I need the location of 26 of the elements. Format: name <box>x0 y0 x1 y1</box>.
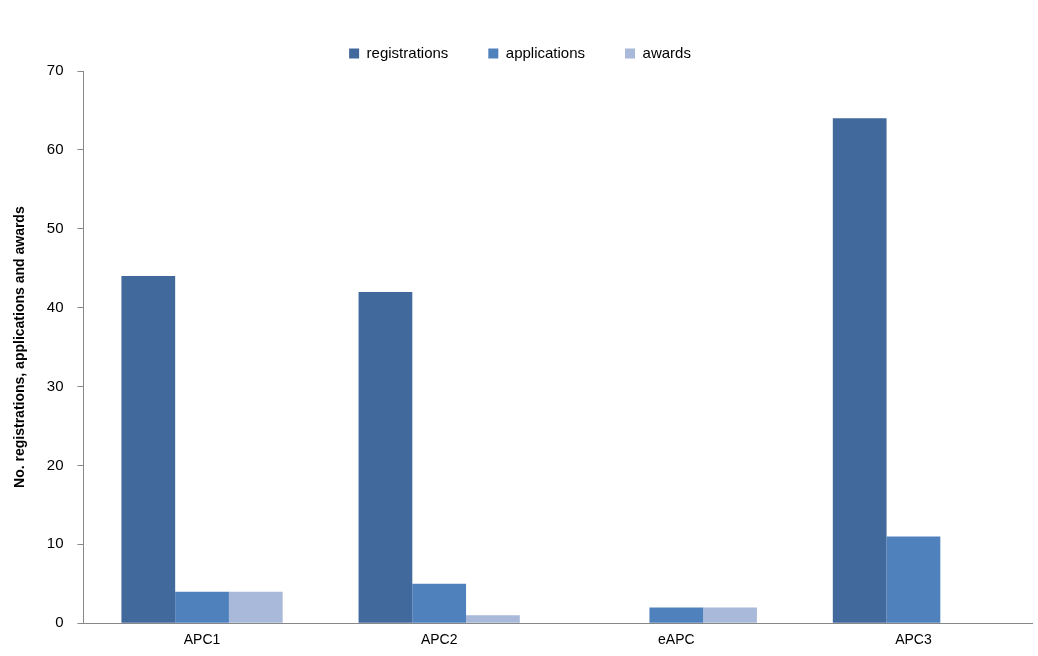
bar <box>228 591 283 623</box>
y-axis-title: No. registrations, applications and awards <box>11 206 28 488</box>
bar <box>412 583 467 623</box>
x-tick-label: APC1 <box>183 631 221 648</box>
legend-label: registrations <box>366 43 449 61</box>
y-tick-label: 40 <box>46 297 64 315</box>
bar <box>466 615 520 623</box>
bar <box>358 291 413 623</box>
legend-label: applications <box>505 43 586 61</box>
y-tick-label: 50 <box>46 218 64 236</box>
y-tick-label: 10 <box>46 534 64 552</box>
bar <box>832 118 887 623</box>
bar <box>886 536 941 623</box>
y-tick-label: 70 <box>46 61 64 79</box>
x-tick-label: APC2 <box>420 631 458 648</box>
bar <box>649 607 704 623</box>
bar <box>121 276 176 623</box>
y-tick-label: 30 <box>46 376 64 394</box>
bar <box>703 607 757 623</box>
legend-label: awards <box>642 43 691 61</box>
x-tick-label: eAPC <box>658 631 695 648</box>
y-tick-label: 60 <box>46 140 64 158</box>
y-tick-label: 20 <box>46 455 64 473</box>
x-tick-label: APC3 <box>895 631 932 648</box>
bar <box>175 591 229 623</box>
y-tick-label: 0 <box>55 613 64 631</box>
